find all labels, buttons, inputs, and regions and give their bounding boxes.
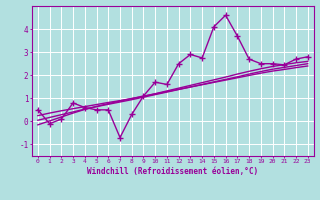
X-axis label: Windchill (Refroidissement éolien,°C): Windchill (Refroidissement éolien,°C) [87, 167, 258, 176]
